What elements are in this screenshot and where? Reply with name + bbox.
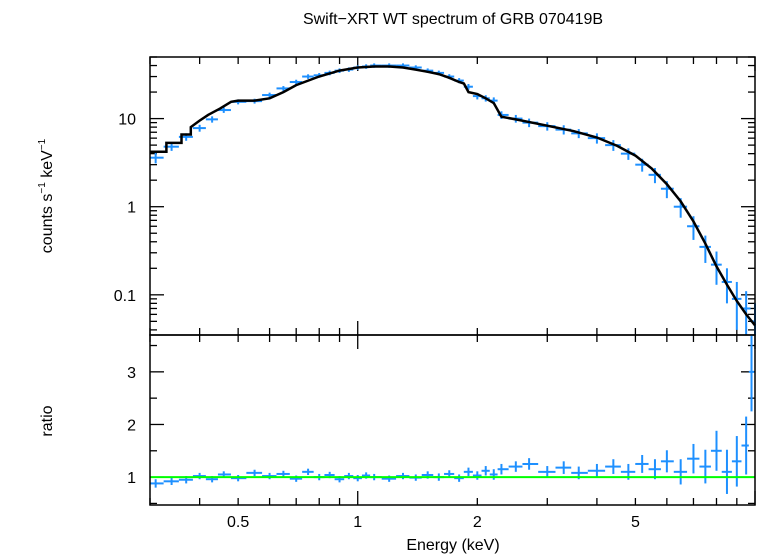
- chart-title: Swift−XRT WT spectrum of GRB 070419B: [303, 11, 603, 28]
- x-tick-label: 1: [353, 514, 362, 531]
- data-point: [217, 107, 231, 113]
- y-axis-label-ratio: ratio: [39, 405, 56, 436]
- ratio-point: [710, 430, 722, 471]
- bottom-panel: 1 2 3: [127, 334, 756, 506]
- data-point: [289, 79, 303, 85]
- ratio-point: [731, 436, 742, 487]
- data-point: [150, 152, 164, 164]
- ratio-point: [721, 449, 732, 494]
- y-tick-label: 1: [127, 200, 136, 217]
- ratio-point: [489, 469, 498, 480]
- ratio-point: [163, 477, 179, 485]
- data-point: [302, 74, 314, 79]
- x-axis-label: Energy (keV): [406, 537, 499, 554]
- ratio-point: [246, 469, 263, 477]
- ratio-point: [353, 475, 362, 482]
- ratio-point: [481, 466, 490, 476]
- data-point: [192, 124, 206, 132]
- ratio-point: [648, 459, 661, 480]
- x-tick-label: 2: [473, 514, 482, 531]
- ratio-point: [230, 475, 247, 482]
- y-tick-label: 2: [127, 417, 136, 434]
- ratio-point: [660, 450, 674, 473]
- y-tick-label: 10: [118, 112, 136, 129]
- ratio-point: [522, 458, 539, 470]
- ratio-point: [699, 449, 711, 484]
- ratio-point: [276, 470, 290, 478]
- ratio-point: [538, 466, 556, 478]
- ratio-point: [605, 459, 621, 474]
- y-tick-label: 0.1: [114, 288, 136, 305]
- ratio-point: [741, 416, 749, 475]
- ratio-point: [472, 471, 482, 480]
- ratio-point: [302, 468, 314, 475]
- x-tick-label: 5: [631, 514, 640, 531]
- top-plot-frame: [149, 56, 756, 336]
- y-axis-label-counts: counts s−1 keV−1: [37, 138, 56, 253]
- ratio-point: [687, 443, 700, 474]
- ratio-point: [454, 474, 464, 482]
- ratio-point: [635, 455, 649, 473]
- data-point: [699, 235, 711, 263]
- top-panel: 0.1 1 10: [114, 56, 756, 336]
- data-point: [205, 116, 218, 123]
- ratio-point: [497, 463, 509, 475]
- model-curve: [150, 65, 756, 327]
- ratio-point: [508, 461, 523, 472]
- ratio-point: [262, 472, 277, 480]
- ratio-point: [150, 479, 164, 488]
- ratio-point: [748, 335, 755, 412]
- ratio-point: [673, 459, 688, 485]
- ratio-point: [587, 463, 606, 478]
- bottom-plot-frame: [149, 334, 756, 506]
- ratio-point: [555, 461, 572, 474]
- x-tick-label: 0.5: [227, 514, 249, 531]
- y-tick-label: 1: [127, 470, 136, 487]
- ratio-point: [463, 467, 473, 477]
- ratio-point: [396, 472, 410, 480]
- ratio-point: [192, 472, 206, 480]
- ratio-point: [344, 472, 354, 480]
- y-tick-label: 3: [127, 365, 136, 382]
